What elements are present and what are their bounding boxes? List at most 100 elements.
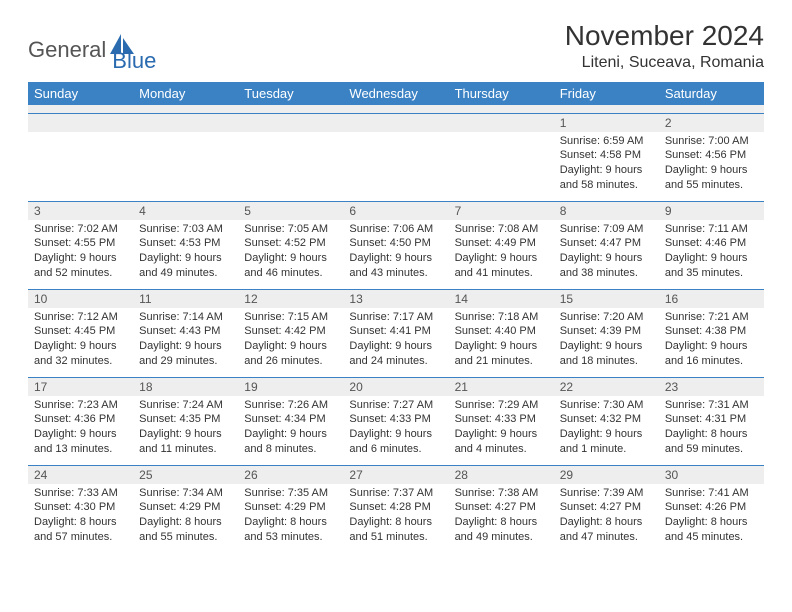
day-number: 5 <box>238 202 343 220</box>
day-sunrise: Sunrise: 7:18 AM <box>455 310 548 325</box>
day-sunset: Sunset: 4:41 PM <box>349 324 442 339</box>
day-number <box>449 114 554 132</box>
calendar-day-cell: 30Sunrise: 7:41 AMSunset: 4:26 PMDayligh… <box>659 465 764 553</box>
day-details: Sunrise: 7:33 AMSunset: 4:30 PMDaylight:… <box>28 484 133 549</box>
day-sunset: Sunset: 4:36 PM <box>34 412 127 427</box>
weekday-header: Thursday <box>449 82 554 105</box>
calendar-day-cell <box>133 113 238 201</box>
calendar-body: 1Sunrise: 6:59 AMSunset: 4:58 PMDaylight… <box>28 105 764 553</box>
calendar-day-cell <box>449 113 554 201</box>
day-details: Sunrise: 7:02 AMSunset: 4:55 PMDaylight:… <box>28 220 133 285</box>
calendar-day-cell: 9Sunrise: 7:11 AMSunset: 4:46 PMDaylight… <box>659 201 764 289</box>
day-daylight: Daylight: 8 hours and 57 minutes. <box>34 515 127 545</box>
day-details: Sunrise: 7:17 AMSunset: 4:41 PMDaylight:… <box>343 308 448 373</box>
day-details <box>343 132 448 192</box>
day-daylight: Daylight: 9 hours and 16 minutes. <box>665 339 758 369</box>
day-number: 6 <box>343 202 448 220</box>
calendar-day-cell <box>28 113 133 201</box>
day-details: Sunrise: 7:27 AMSunset: 4:33 PMDaylight:… <box>343 396 448 461</box>
day-number: 27 <box>343 466 448 484</box>
day-sunset: Sunset: 4:45 PM <box>34 324 127 339</box>
day-sunset: Sunset: 4:42 PM <box>244 324 337 339</box>
day-number: 1 <box>554 114 659 132</box>
day-daylight: Daylight: 8 hours and 53 minutes. <box>244 515 337 545</box>
day-daylight: Daylight: 9 hours and 55 minutes. <box>665 163 758 193</box>
day-details: Sunrise: 7:03 AMSunset: 4:53 PMDaylight:… <box>133 220 238 285</box>
day-details: Sunrise: 7:12 AMSunset: 4:45 PMDaylight:… <box>28 308 133 373</box>
spacer-row <box>28 105 764 113</box>
day-number: 18 <box>133 378 238 396</box>
day-sunset: Sunset: 4:26 PM <box>665 500 758 515</box>
day-number: 25 <box>133 466 238 484</box>
day-sunset: Sunset: 4:53 PM <box>139 236 232 251</box>
day-details <box>449 132 554 192</box>
calendar-day-cell: 16Sunrise: 7:21 AMSunset: 4:38 PMDayligh… <box>659 289 764 377</box>
day-number: 9 <box>659 202 764 220</box>
calendar-day-cell: 24Sunrise: 7:33 AMSunset: 4:30 PMDayligh… <box>28 465 133 553</box>
calendar-day-cell <box>343 113 448 201</box>
day-sunrise: Sunrise: 7:14 AM <box>139 310 232 325</box>
brand-blue: Blue <box>112 48 156 74</box>
calendar-day-cell: 18Sunrise: 7:24 AMSunset: 4:35 PMDayligh… <box>133 377 238 465</box>
day-number <box>28 114 133 132</box>
day-sunset: Sunset: 4:29 PM <box>139 500 232 515</box>
day-sunrise: Sunrise: 7:17 AM <box>349 310 442 325</box>
day-number: 11 <box>133 290 238 308</box>
day-sunset: Sunset: 4:35 PM <box>139 412 232 427</box>
day-number: 4 <box>133 202 238 220</box>
day-daylight: Daylight: 9 hours and 11 minutes. <box>139 427 232 457</box>
day-details: Sunrise: 7:15 AMSunset: 4:42 PMDaylight:… <box>238 308 343 373</box>
calendar-table: Sunday Monday Tuesday Wednesday Thursday… <box>28 82 764 553</box>
day-sunrise: Sunrise: 7:27 AM <box>349 398 442 413</box>
day-number <box>238 114 343 132</box>
day-sunrise: Sunrise: 7:31 AM <box>665 398 758 413</box>
day-daylight: Daylight: 8 hours and 59 minutes. <box>665 427 758 457</box>
day-number: 23 <box>659 378 764 396</box>
day-details <box>28 132 133 192</box>
day-sunrise: Sunrise: 7:38 AM <box>455 486 548 501</box>
day-daylight: Daylight: 9 hours and 18 minutes. <box>560 339 653 369</box>
day-sunrise: Sunrise: 7:02 AM <box>34 222 127 237</box>
day-daylight: Daylight: 9 hours and 26 minutes. <box>244 339 337 369</box>
calendar-week-row: 3Sunrise: 7:02 AMSunset: 4:55 PMDaylight… <box>28 201 764 289</box>
day-details: Sunrise: 7:06 AMSunset: 4:50 PMDaylight:… <box>343 220 448 285</box>
day-sunrise: Sunrise: 7:03 AM <box>139 222 232 237</box>
day-daylight: Daylight: 9 hours and 13 minutes. <box>34 427 127 457</box>
weekday-header: Tuesday <box>238 82 343 105</box>
location-label: Liteni, Suceava, Romania <box>565 54 764 72</box>
brand-logo: General Blue <box>28 26 156 74</box>
calendar-day-cell: 8Sunrise: 7:09 AMSunset: 4:47 PMDaylight… <box>554 201 659 289</box>
day-sunset: Sunset: 4:39 PM <box>560 324 653 339</box>
day-number: 10 <box>28 290 133 308</box>
day-number: 8 <box>554 202 659 220</box>
calendar-day-cell: 2Sunrise: 7:00 AMSunset: 4:56 PMDaylight… <box>659 113 764 201</box>
day-daylight: Daylight: 9 hours and 52 minutes. <box>34 251 127 281</box>
day-details: Sunrise: 7:24 AMSunset: 4:35 PMDaylight:… <box>133 396 238 461</box>
day-sunset: Sunset: 4:31 PM <box>665 412 758 427</box>
day-sunset: Sunset: 4:33 PM <box>455 412 548 427</box>
calendar-day-cell: 1Sunrise: 6:59 AMSunset: 4:58 PMDaylight… <box>554 113 659 201</box>
day-daylight: Daylight: 9 hours and 41 minutes. <box>455 251 548 281</box>
day-details: Sunrise: 7:21 AMSunset: 4:38 PMDaylight:… <box>659 308 764 373</box>
day-sunset: Sunset: 4:52 PM <box>244 236 337 251</box>
day-number: 28 <box>449 466 554 484</box>
day-sunset: Sunset: 4:56 PM <box>665 148 758 163</box>
day-sunrise: Sunrise: 7:23 AM <box>34 398 127 413</box>
calendar-page: General Blue November 2024 Liteni, Sucea… <box>0 0 792 573</box>
day-details: Sunrise: 7:38 AMSunset: 4:27 PMDaylight:… <box>449 484 554 549</box>
day-sunset: Sunset: 4:55 PM <box>34 236 127 251</box>
day-sunset: Sunset: 4:40 PM <box>455 324 548 339</box>
day-details: Sunrise: 7:35 AMSunset: 4:29 PMDaylight:… <box>238 484 343 549</box>
day-daylight: Daylight: 9 hours and 35 minutes. <box>665 251 758 281</box>
day-details: Sunrise: 7:23 AMSunset: 4:36 PMDaylight:… <box>28 396 133 461</box>
calendar-day-cell: 6Sunrise: 7:06 AMSunset: 4:50 PMDaylight… <box>343 201 448 289</box>
header: General Blue November 2024 Liteni, Sucea… <box>28 20 764 74</box>
day-sunrise: Sunrise: 7:41 AM <box>665 486 758 501</box>
calendar-day-cell: 12Sunrise: 7:15 AMSunset: 4:42 PMDayligh… <box>238 289 343 377</box>
day-sunrise: Sunrise: 7:34 AM <box>139 486 232 501</box>
calendar-day-cell: 15Sunrise: 7:20 AMSunset: 4:39 PMDayligh… <box>554 289 659 377</box>
day-number: 26 <box>238 466 343 484</box>
calendar-day-cell: 19Sunrise: 7:26 AMSunset: 4:34 PMDayligh… <box>238 377 343 465</box>
day-sunset: Sunset: 4:47 PM <box>560 236 653 251</box>
day-number: 24 <box>28 466 133 484</box>
